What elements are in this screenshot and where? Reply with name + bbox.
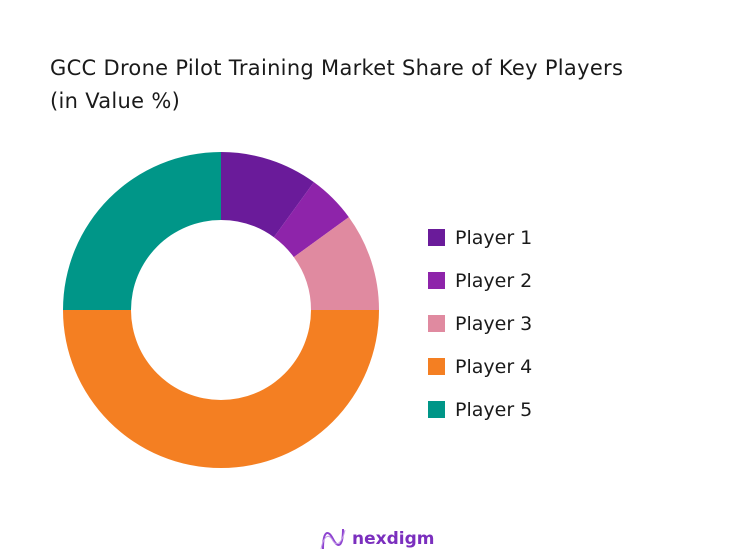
donut-slice-1	[221, 152, 314, 238]
legend-swatch	[428, 358, 445, 375]
subtitle-line: (in Value %)	[50, 89, 181, 113]
legend-item-4: Player 4	[428, 345, 532, 388]
legend: Player 1 Player 2 Player 3 Player 4 Player 5	[428, 216, 532, 431]
legend-label: Player 1	[455, 226, 533, 249]
title-line: GCC Drone Pilot Training Market Share of…	[50, 56, 624, 80]
donut-slice-4	[63, 310, 379, 468]
donut-slice-2	[273, 182, 349, 258]
legend-label: Player 4	[455, 355, 533, 378]
donut-slice-5	[63, 152, 221, 310]
logo-wave-icon	[320, 528, 346, 550]
chart-title: GCC Drone Pilot Training Market Share of…	[50, 52, 623, 118]
logo-text: nexdigm	[352, 529, 435, 549]
legend-item-1: Player 1	[428, 216, 532, 259]
legend-item-3: Player 3	[428, 302, 532, 345]
legend-item-2: Player 2	[428, 259, 532, 302]
legend-label: Player 3	[455, 312, 533, 335]
nexdigm-logo: nexdigm	[320, 527, 434, 551]
legend-swatch	[428, 272, 445, 289]
legend-swatch	[428, 401, 445, 418]
donut-slice-3	[293, 217, 379, 310]
legend-label: Player 5	[455, 398, 533, 421]
legend-swatch	[428, 315, 445, 332]
legend-label: Player 2	[455, 269, 533, 292]
legend-swatch	[428, 229, 445, 246]
legend-item-5: Player 5	[428, 388, 532, 431]
